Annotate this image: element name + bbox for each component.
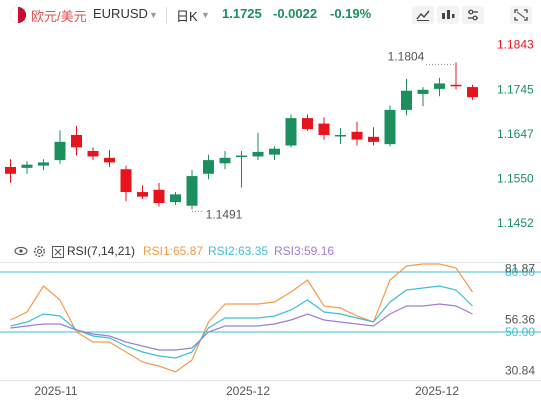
price-axis-tick: 1.1647 (497, 127, 534, 141)
rsi-axis-tick: 30.84 (505, 363, 535, 377)
candle-body (137, 192, 148, 197)
candle-body (285, 118, 297, 146)
price-change: -0.0022 (273, 6, 318, 21)
fullscreen-icon[interactable] (510, 6, 532, 24)
rsi-axis-tick: 81.87 (505, 261, 535, 275)
x-axis-tick: 2025-12 (415, 384, 459, 398)
chart-type-icon[interactable] (437, 6, 459, 24)
rsi-title: RSI(7,14,21) (67, 244, 136, 258)
candle-body (335, 135, 346, 137)
line-tool-icon[interactable] (412, 6, 434, 24)
x-axis-tick: 2025-11 (34, 384, 77, 398)
last-price: 1.1725 (222, 6, 262, 21)
rsi-series-line (10, 303, 473, 351)
min-price-label: 1.1491 (206, 207, 243, 221)
candle-body (467, 87, 478, 98)
candle-body (54, 141, 66, 161)
candle-body (236, 155, 247, 158)
gear-icon[interactable] (33, 245, 46, 261)
price-axis-tick: 1.1452 (497, 216, 534, 230)
candle-body (269, 148, 280, 155)
chart-toolbar: 欧元/美元 EURUSD ▼ 日K ▼ 1.1725 -0.0022 -0.19… (0, 0, 541, 30)
candle-body (203, 160, 214, 174)
candle-body (5, 166, 16, 174)
candle-body (384, 109, 396, 145)
candle-body (351, 131, 363, 140)
rsi-reference-label: 50.00 (505, 325, 535, 339)
candle-body (318, 123, 330, 135)
eye-icon[interactable] (14, 245, 28, 260)
candle-body (71, 135, 82, 148)
candle-body (87, 150, 99, 157)
candle-body (21, 164, 33, 168)
symbol-dropdown-icon[interactable]: ▼ (149, 10, 158, 20)
period-selector[interactable]: 日K (176, 9, 198, 24)
rsi1-value: RSI1:65.87 (143, 244, 204, 258)
rsi3-value: RSI3:59.16 (274, 244, 335, 258)
candle-body (104, 157, 115, 163)
price-change-pct: -0.19% (330, 6, 372, 21)
rsi-series-line (10, 285, 473, 359)
price-axis-tick: 1.1843 (497, 38, 534, 52)
candle-body (252, 151, 264, 157)
rsi-reference-label: 80.00 (505, 265, 535, 279)
candle-body (186, 176, 198, 206)
candle-body (368, 136, 379, 142)
symbol-code[interactable]: EURUSD (93, 6, 148, 21)
toolbar-divider (166, 7, 167, 23)
eu-us-flag-icon (10, 7, 26, 23)
symbol-name[interactable]: 欧元/美元 (31, 9, 87, 24)
price-axis-tick: 1.1550 (497, 171, 534, 185)
max-price-label: 1.1804 (388, 49, 425, 63)
candle-body (170, 194, 181, 203)
candle-body (219, 157, 231, 164)
candle-body (401, 90, 412, 110)
x-axis-tick: 2025-12 (226, 384, 270, 398)
candle-body (153, 189, 165, 204)
rsi2-value: RSI2:63.35 (208, 244, 269, 258)
candle-body (38, 162, 49, 166)
settings-icon[interactable] (462, 6, 484, 24)
candle-body (120, 169, 132, 193)
candle-body (302, 118, 313, 130)
period-dropdown-icon[interactable]: ▼ (201, 10, 210, 20)
close-icon[interactable] (52, 246, 64, 261)
price-axis-tick: 1.1745 (497, 82, 534, 96)
candle-body (417, 89, 429, 94)
rsi-axis-tick: 56.36 (505, 312, 535, 326)
candle-body (450, 84, 462, 87)
candle-body (434, 83, 445, 89)
rsi-series-line (10, 263, 473, 373)
